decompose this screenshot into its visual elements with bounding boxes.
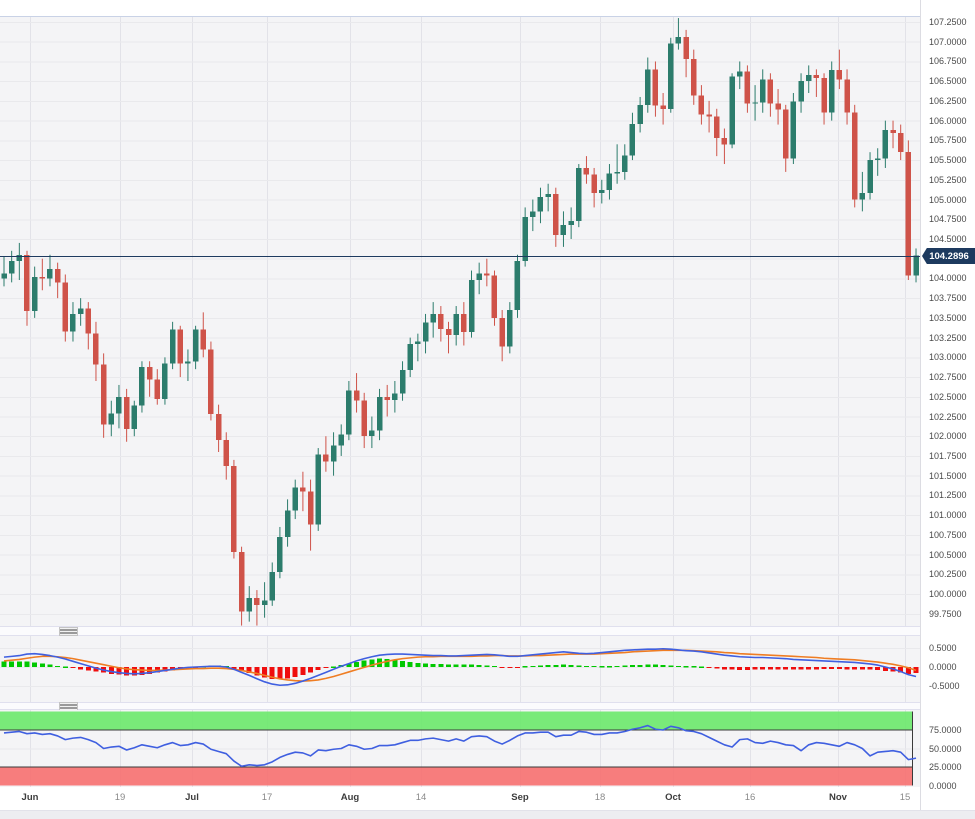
price-axis-label: 102.2500	[929, 411, 967, 422]
rsi-axis-label: 50.0000	[929, 743, 962, 754]
price-axis-label: 103.5000	[929, 312, 967, 323]
price-axis-label: 105.2500	[929, 174, 967, 185]
rsi-canvas[interactable]	[0, 710, 920, 787]
time-axis-label: Jul	[185, 792, 199, 803]
macd-panel-resize-handle[interactable]	[59, 627, 78, 636]
last-price-value: 104.2896	[929, 250, 969, 262]
price-axis-label: 106.7500	[929, 56, 967, 67]
price-axis-label: 102.5000	[929, 391, 967, 402]
price-axis-label: 103.2500	[929, 332, 967, 343]
macd-axis-label: 0.5000	[929, 643, 957, 653]
macd-canvas[interactable]	[0, 636, 920, 702]
price-axis-label: 105.7500	[929, 135, 967, 146]
price-axis-label: 100.7500	[929, 529, 967, 540]
price-axis-label: 107.2500	[929, 17, 967, 27]
time-axis-label: 19	[114, 792, 126, 803]
time-axis-label: 17	[261, 792, 273, 803]
price-axis-label: 105.0000	[929, 194, 967, 205]
time-axis-label: Oct	[665, 792, 681, 803]
time-axis[interactable]: Jun 19 Jul 17 Aug 14 Sep 18 Oct 16 Nov 15	[0, 787, 920, 810]
price-axis-label: 101.5000	[929, 470, 967, 481]
panel-divider-rsi	[0, 702, 920, 711]
price-axis[interactable]: 104.2896 107.2500 107.0000 106.7500 106.500…	[920, 0, 975, 810]
main-price-panel[interactable]	[0, 17, 920, 626]
time-axis-label: 15	[899, 792, 911, 803]
last-price-line	[0, 256, 920, 257]
rsi-axis-label: 75.0000	[929, 725, 962, 735]
macd-panel[interactable]	[0, 636, 920, 702]
macd-axis-label: -0.5000	[929, 681, 960, 691]
rsi-axis-label: 0.0000	[929, 780, 957, 791]
price-axis-label: 106.2500	[929, 95, 967, 106]
time-axis-label: 18	[594, 792, 606, 803]
time-axis-label: 14	[415, 792, 427, 803]
price-axis-label: 107.0000	[929, 36, 967, 47]
rsi-axis-label: 25.0000	[929, 762, 962, 772]
price-axis-label: 100.2500	[929, 569, 967, 580]
time-axis-label: Jun	[21, 792, 39, 803]
rsi-panel[interactable]	[0, 710, 920, 787]
price-axis-label: 104.5000	[929, 233, 967, 244]
time-axis-label: Nov	[829, 792, 847, 803]
macd-axis-label: 0.0000	[929, 662, 957, 672]
price-axis-label: 102.7500	[929, 372, 967, 383]
panel-divider-macd	[0, 626, 920, 636]
price-axis-label: 102.0000	[929, 431, 967, 442]
price-axis-label: 103.7500	[929, 293, 967, 304]
price-axis-label: 100.0000	[929, 589, 967, 600]
chart-top-border	[0, 16, 975, 17]
price-axis-label: 104.7500	[929, 214, 967, 225]
price-axis-label: 106.0000	[929, 115, 967, 126]
last-price-badge: 104.2896	[922, 248, 975, 264]
time-axis-label: Aug	[340, 792, 360, 803]
candlestick-canvas[interactable]	[0, 17, 920, 626]
price-axis-label: 105.5000	[929, 155, 967, 166]
price-axis-label: 101.7500	[929, 450, 967, 461]
price-axis-label: 101.2500	[929, 490, 967, 501]
price-axis-label: 101.0000	[929, 510, 967, 521]
time-axis-label: Sep	[511, 792, 529, 803]
price-axis-label: 100.5000	[929, 549, 967, 560]
price-axis-label: 104.0000	[929, 273, 967, 284]
time-axis-label: 16	[744, 792, 756, 803]
bottom-strip	[0, 810, 975, 819]
price-axis-label: 103.0000	[929, 352, 967, 363]
price-axis-label: 99.7500	[929, 608, 962, 619]
price-axis-label: 106.5000	[929, 76, 967, 87]
